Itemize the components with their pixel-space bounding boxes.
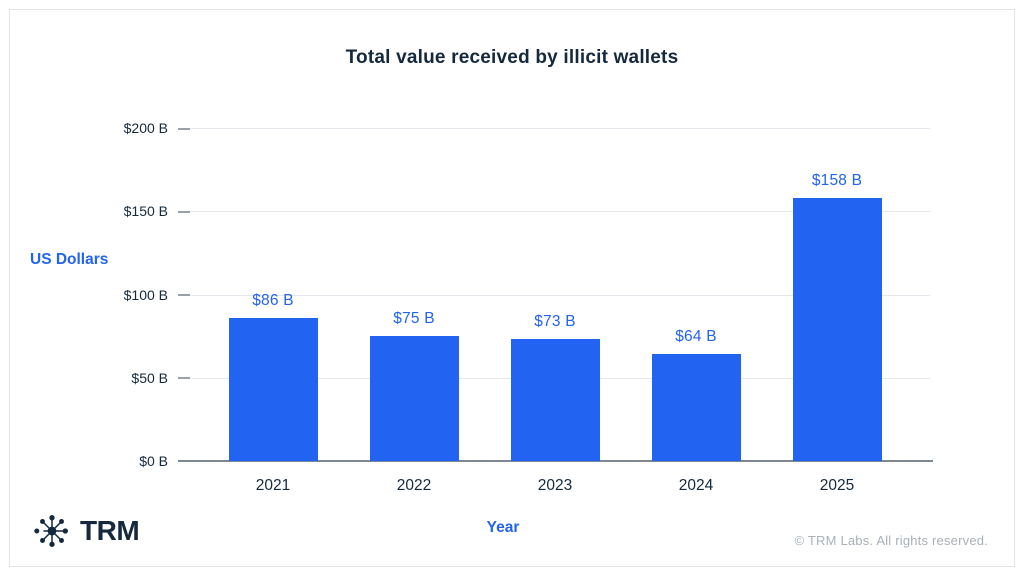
gridline [178,211,930,213]
y-tick-label: $100 B [123,286,168,303]
bar-value-label: $64 B [675,328,717,346]
x-tick-label: 2025 [819,477,855,494]
chart-title: Total value received by illicit wallets [345,47,679,68]
bar-value-label: $73 B [534,313,576,331]
x-tick-label: 2024 [678,477,714,494]
bar [792,197,882,461]
bar [651,354,741,461]
bar-value-label: $75 B [393,310,435,328]
y-axis-tick [178,377,190,380]
brand-wordmark: TRM [80,515,140,546]
x-tick-label: 2021 [255,477,291,494]
bar-value-label: $86 B [252,291,294,309]
y-axis-tick [178,294,190,296]
y-tick-label: $50 B [131,369,168,386]
x-tick-label: 2022 [396,477,432,494]
bar [510,339,600,461]
bar [369,336,459,461]
bar-value-label: $158 B [811,171,863,189]
bar [228,317,318,461]
gridline [178,294,930,296]
x-tick-label: 2023 [537,477,573,494]
x-axis-line [178,460,933,462]
y-tick-label: $200 B [123,120,168,136]
y-axis-title: US Dollars [30,251,109,268]
y-axis-tick [178,210,190,213]
y-axis-tick [178,127,190,130]
trm-logo: TRM [33,512,140,550]
x-axis-title: Year [486,519,520,536]
y-tick-label: $0 B [139,453,168,469]
copyright-text: © TRM Labs. All rights reserved. [794,533,988,548]
network-icon [34,515,68,547]
y-tick-label: $150 B [123,203,168,220]
gridline [178,128,930,129]
